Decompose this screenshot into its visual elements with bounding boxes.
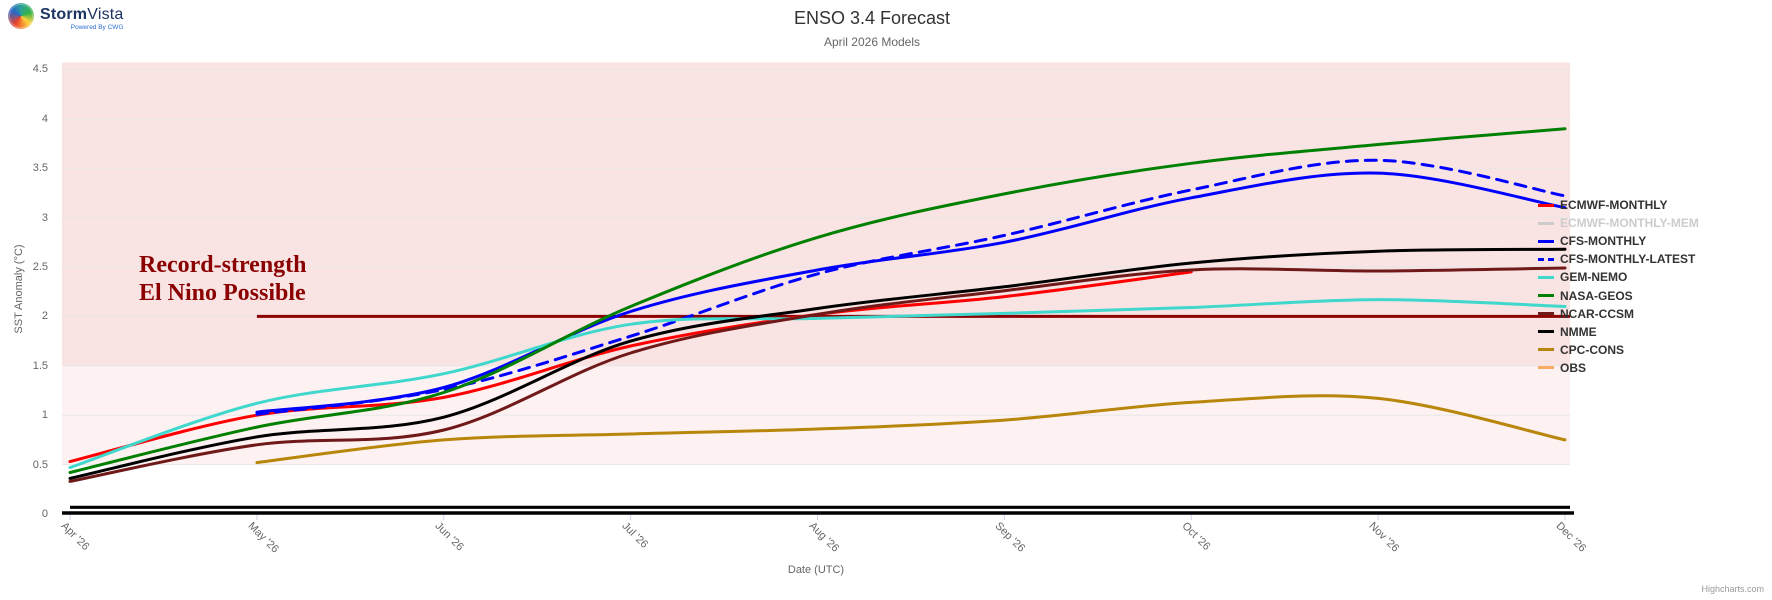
legend-swatch-cfs-monthly-latest	[1538, 257, 1554, 261]
legend-swatch-nasa-geos	[1538, 294, 1554, 297]
legend-swatch-gem-nemo	[1538, 275, 1554, 279]
wordmark-storm: Storm	[40, 6, 88, 23]
y-tick-label-3: 3	[41, 211, 48, 224]
legend-label-cfs-monthly-latest: CFS-MONTHLY-LATEST	[1560, 252, 1696, 267]
legend-swatch-ecmwf-monthly	[1538, 203, 1554, 207]
x-axis-title: Date (UTC)	[787, 564, 845, 576]
logo-tagline: Powered By CWG	[70, 24, 124, 31]
legend-item-nasa-geos[interactable]: NASA-GEOS	[1538, 289, 1633, 303]
legend-item-obs[interactable]: OBS	[1538, 361, 1586, 375]
series-line-nmme	[68, 247, 1567, 480]
y-tick-label-1: 1	[41, 409, 48, 422]
y-tick-label-3.5: 3.5	[32, 162, 48, 175]
series-line-ncar-ccsm	[68, 266, 1567, 483]
y-tick-label-4.5: 4.5	[32, 63, 48, 76]
highcharts-credit-link[interactable]: Highcharts.com	[1701, 584, 1764, 594]
stormvista-logo[interactable]: StormVista Powered By CWG	[8, 3, 124, 32]
legend-label-cpc-cons: CPC-CONS	[1560, 342, 1625, 357]
y-tick-label-1.5: 1.5	[32, 359, 48, 372]
annotation-line-2: El Nino Possible	[139, 280, 306, 306]
legend-label-gem-nemo: GEM-NEMO	[1560, 270, 1628, 285]
legend-label-ecmwf-monthly-mem: ECMWF-MONTHLY-MEM	[1560, 216, 1699, 231]
legend-swatch-ecmwf-monthly-mem	[1538, 221, 1554, 225]
legend-item-cpc-cons[interactable]: CPC-CONS	[1538, 343, 1624, 357]
legend-swatch-nmme	[1538, 330, 1554, 334]
chart-title: ENSO 3.4 Forecast	[793, 8, 951, 28]
wordmark-vista: Vista	[87, 6, 124, 23]
legend-item-cfs-monthly[interactable]: CFS-MONTHLY	[1538, 234, 1646, 248]
legend-item-gem-nemo[interactable]: GEM-NEMO	[1538, 270, 1627, 284]
y-tick-label-2.5: 2.5	[32, 261, 48, 273]
legend-item-nmme[interactable]: NMME	[1538, 325, 1597, 339]
legend-label-ecmwf-monthly: ECMWF-MONTHLY	[1560, 198, 1668, 212]
legend-label-cfs-monthly: CFS-MONTHLY	[1560, 234, 1647, 249]
legend-label-nmme: NMME	[1560, 324, 1597, 339]
series-line-cpc-cons	[255, 394, 1567, 465]
annotation-line-1: Record-strength	[139, 252, 307, 278]
legend-label-obs: OBS	[1560, 360, 1587, 375]
plot-band-1	[62, 62, 1570, 366]
legend-item-ecmwf-monthly[interactable]: ECMWF-MONTHLY	[1538, 198, 1668, 212]
legend-swatch-ncar-ccsm	[1538, 312, 1554, 316]
legend-label-ncar-ccsm: NCAR-CCSM	[1560, 306, 1634, 321]
series-line-cfs-monthly	[255, 171, 1567, 414]
legend-item-cfs-monthly-latest[interactable]: CFS-MONTHLY-LATEST	[1538, 252, 1695, 266]
series-line-gem-nemo	[68, 298, 1567, 470]
legend-item-ecmwf-monthly-mem[interactable]: ECMWF-MONTHLY-MEM	[1538, 216, 1699, 230]
stormvista-logo-icon	[8, 3, 34, 29]
y-tick-label-0: 0	[41, 508, 48, 520]
legend-swatch-obs	[1538, 366, 1554, 370]
legend-item-ncar-ccsm[interactable]: NCAR-CCSM	[1538, 307, 1634, 321]
y-tick-label-0.5: 0.5	[32, 458, 48, 471]
chart-subtitle: April 2026 Models	[823, 35, 921, 49]
y-tick-label-2: 2	[41, 310, 48, 323]
legend-swatch-cfs-monthly	[1538, 239, 1554, 243]
series-line-nasa-geos	[68, 127, 1567, 474]
legend-label-nasa-geos: NASA-GEOS	[1560, 288, 1633, 303]
stormvista-wordmark: StormVista	[40, 7, 124, 23]
record-strength-annotation: Record-strength El Nino Possible	[139, 251, 307, 307]
legend-swatch-cpc-cons	[1538, 348, 1554, 352]
y-tick-label-4: 4	[41, 112, 48, 125]
